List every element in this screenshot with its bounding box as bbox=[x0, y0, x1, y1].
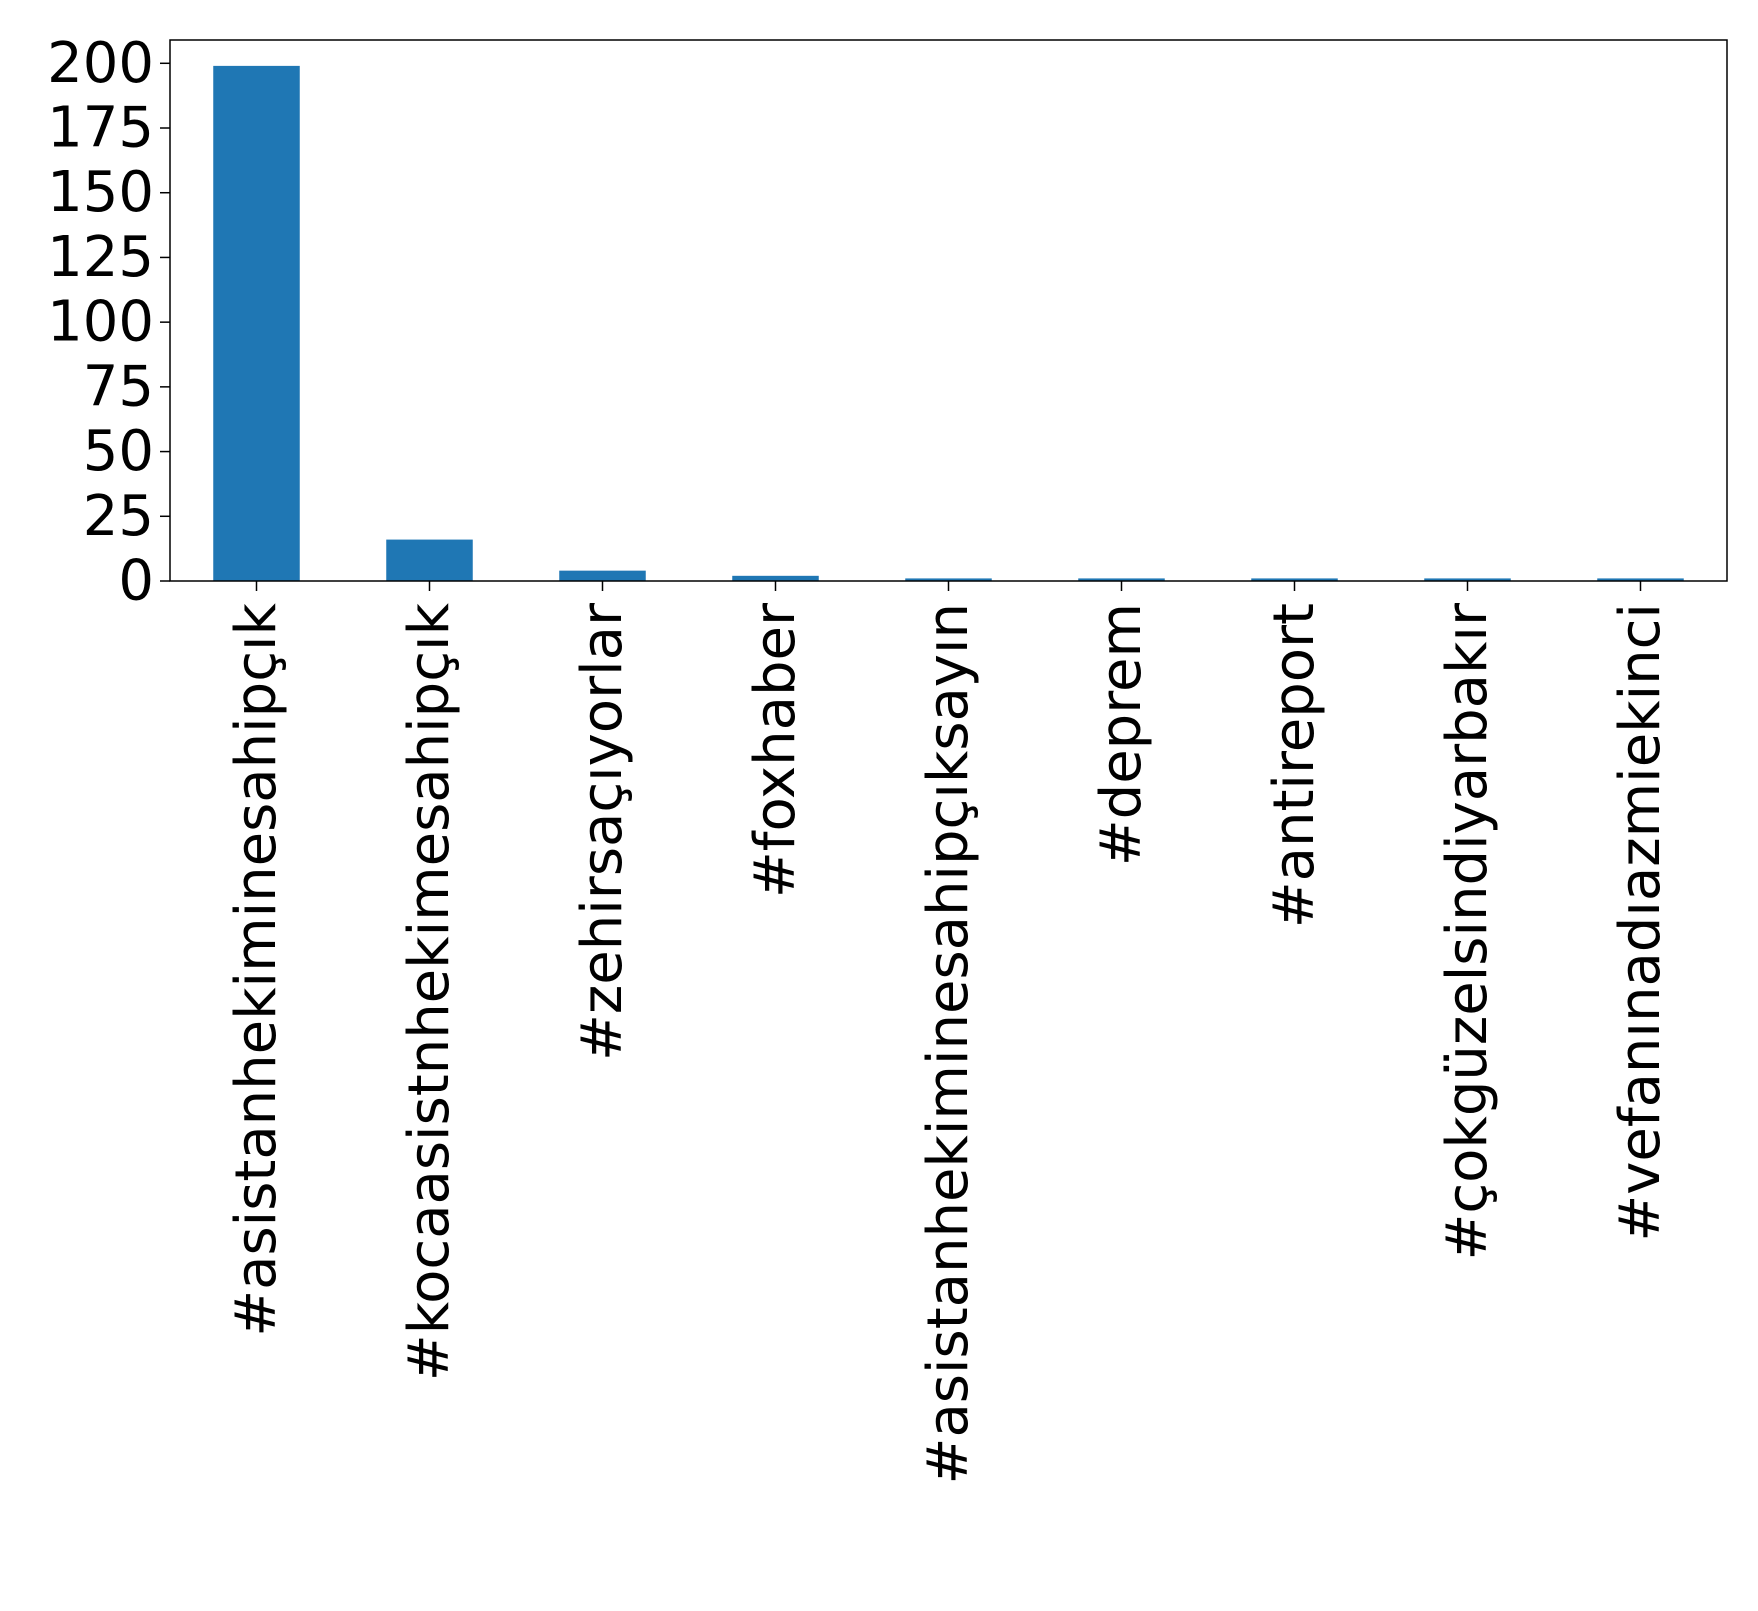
x-tick-label-8: #vefanınadıazmiekinci bbox=[1608, 603, 1673, 1242]
bar-3 bbox=[732, 575, 819, 581]
y-tick-label-1: 25 bbox=[83, 484, 154, 549]
y-tick-label-2: 50 bbox=[83, 419, 154, 484]
x-axis: #asistanhekiminesahipçık #kocaasistnhekim… bbox=[224, 581, 1673, 1484]
bar-1 bbox=[386, 539, 473, 581]
x-tick-label-0: #asistanhekiminesahipçık bbox=[224, 602, 289, 1336]
y-tick-label-4: 100 bbox=[47, 290, 154, 355]
x-tick-label-4: #asistanhekiminesahipçıksayın bbox=[916, 603, 981, 1484]
bars-group bbox=[213, 65, 1684, 581]
bar-4 bbox=[905, 578, 992, 581]
bar-8 bbox=[1597, 578, 1684, 581]
x-tick-label-5: #deprem bbox=[1089, 603, 1154, 866]
y-tick-label-6: 150 bbox=[47, 160, 154, 225]
bar-6 bbox=[1251, 578, 1338, 581]
x-tick-label-2: #zehirsaçıyorlar bbox=[570, 602, 635, 1061]
y-tick-label-7: 175 bbox=[47, 96, 154, 161]
bar-2 bbox=[559, 570, 646, 581]
y-tick-label-0: 0 bbox=[118, 549, 154, 614]
y-tick-label-5: 125 bbox=[47, 225, 154, 290]
y-tick-label-8: 200 bbox=[47, 31, 154, 96]
x-tick-label-6: #antireport bbox=[1262, 603, 1327, 928]
plot-frame bbox=[169, 39, 1728, 582]
bar-7 bbox=[1424, 578, 1511, 581]
bar-0 bbox=[213, 65, 300, 581]
x-tick-label-3: #foxhaber bbox=[743, 602, 808, 898]
x-tick-label-7: #çokgüzelsindiyarbakır bbox=[1435, 602, 1500, 1261]
bar-5 bbox=[1078, 578, 1165, 581]
y-tick-label-3: 75 bbox=[83, 354, 154, 419]
x-tick-label-1: #kocaasistnhekimesahipçık bbox=[397, 602, 462, 1381]
